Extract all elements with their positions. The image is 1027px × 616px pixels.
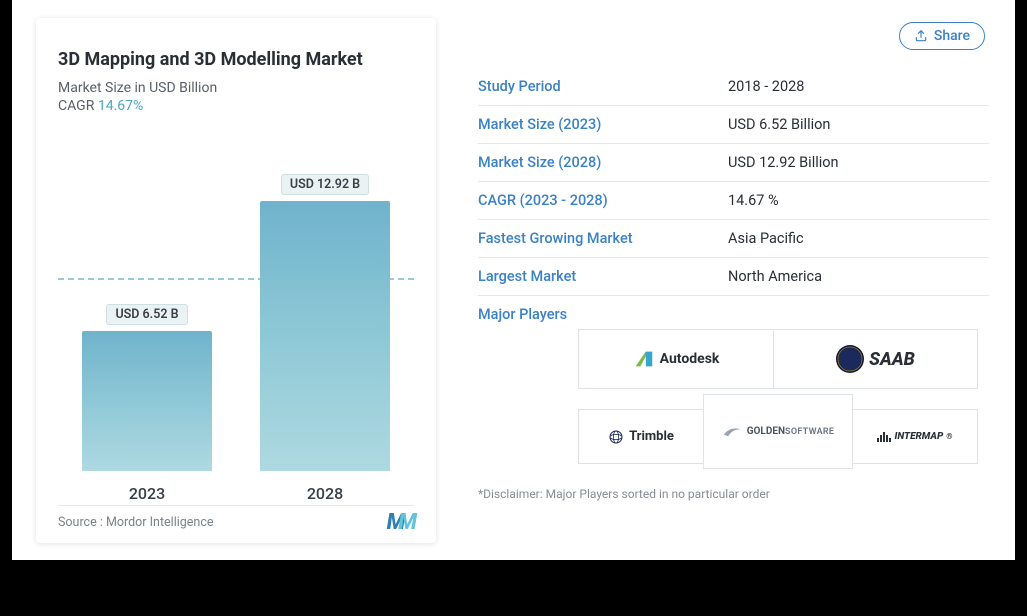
player-golden-software: GOLDEN SOFTWARE xyxy=(703,394,853,469)
chart-panel: 3D Mapping and 3D Modelling Market Marke… xyxy=(36,18,436,543)
key-study-period: Study Period xyxy=(478,78,728,95)
x-axis-labels: 2023 2028 xyxy=(58,484,414,503)
row-size-2023: Market Size (2023) USD 6.52 Billion xyxy=(478,106,989,144)
bar-2023: USD 6.52 B xyxy=(75,304,220,471)
x-label-2023: 2023 xyxy=(75,484,220,503)
golden-text: GOLDEN xyxy=(747,426,785,437)
intermap-registered: ® xyxy=(946,432,952,441)
saab-text: SAAB xyxy=(869,349,915,370)
cagr-value: 14.67% xyxy=(98,98,143,114)
val-fastest: Asia Pacific xyxy=(728,230,804,247)
val-cagr: 14.67 % xyxy=(728,192,779,209)
chart-footer: Source : Mordor Intelligence MM xyxy=(58,505,414,535)
chart-title: 3D Mapping and 3D Modelling Market xyxy=(58,48,414,72)
bars-container: USD 6.52 B USD 12.92 B xyxy=(58,191,414,471)
player-autodesk: Autodesk xyxy=(578,329,773,389)
autodesk-icon xyxy=(633,348,655,370)
val-study-period: 2018 - 2028 xyxy=(728,78,804,95)
bar-label-2028: USD 12.92 B xyxy=(281,174,369,195)
trimble-globe-icon xyxy=(608,429,624,445)
mordor-logo-icon: MM xyxy=(387,510,414,535)
bar-rect-2028 xyxy=(260,201,390,471)
info-panel: Study Period 2018 - 2028 Market Size (20… xyxy=(436,18,999,552)
key-largest: Largest Market xyxy=(478,268,728,285)
player-intermap: INTERMAP ® xyxy=(853,409,978,464)
report-card: Share 3D Mapping and 3D Modelling Market… xyxy=(12,0,1015,560)
x-label-2028: 2028 xyxy=(253,484,398,503)
row-size-2028: Market Size (2028) USD 12.92 Billion xyxy=(478,144,989,182)
cagr-prefix: CAGR xyxy=(58,98,94,114)
bar-2028: USD 12.92 B xyxy=(253,174,398,471)
val-size-2028: USD 12.92 Billion xyxy=(728,154,839,171)
intermap-text: INTERMAP xyxy=(894,431,943,442)
chart-subtitle: Market Size in USD Billion xyxy=(58,80,414,96)
share-label: Share xyxy=(934,28,970,44)
share-icon xyxy=(914,29,928,43)
player-saab: SAAB xyxy=(773,329,978,389)
saab-badge-icon xyxy=(836,345,864,373)
bar-label-2023: USD 6.52 B xyxy=(106,304,187,325)
disclaimer-text: *Disclaimer: Major Players sorted in no … xyxy=(478,487,989,501)
major-players-label: Major Players xyxy=(478,296,989,329)
golden-software-text: SOFTWARE xyxy=(785,427,834,437)
source-text: Source : Mordor Intelligence xyxy=(58,515,214,530)
val-largest: North America xyxy=(728,268,822,285)
intermap-bars-icon xyxy=(877,432,891,442)
key-size-2028: Market Size (2028) xyxy=(478,154,728,171)
golden-swoosh-icon xyxy=(722,425,744,439)
key-fastest: Fastest Growing Market xyxy=(478,230,728,247)
autodesk-text: Autodesk xyxy=(660,351,720,367)
chart-cagr: CAGR 14.67% xyxy=(58,98,414,114)
players-grid: Autodesk SAAB Trimble xyxy=(578,329,978,469)
row-study-period: Study Period 2018 - 2028 xyxy=(478,68,989,106)
row-largest: Largest Market North America xyxy=(478,258,989,296)
player-trimble: Trimble xyxy=(578,409,703,464)
key-cagr: CAGR (2023 - 2028) xyxy=(478,192,728,209)
trimble-text: Trimble xyxy=(629,429,674,444)
key-size-2023: Market Size (2023) xyxy=(478,116,728,133)
row-fastest: Fastest Growing Market Asia Pacific xyxy=(478,220,989,258)
bar-rect-2023 xyxy=(82,331,212,471)
share-button[interactable]: Share xyxy=(899,22,985,50)
chart-area: USD 6.52 B USD 12.92 B 2023 2028 xyxy=(58,128,414,505)
row-cagr: CAGR (2023 - 2028) 14.67 % xyxy=(478,182,989,220)
val-size-2023: USD 6.52 Billion xyxy=(728,116,830,133)
